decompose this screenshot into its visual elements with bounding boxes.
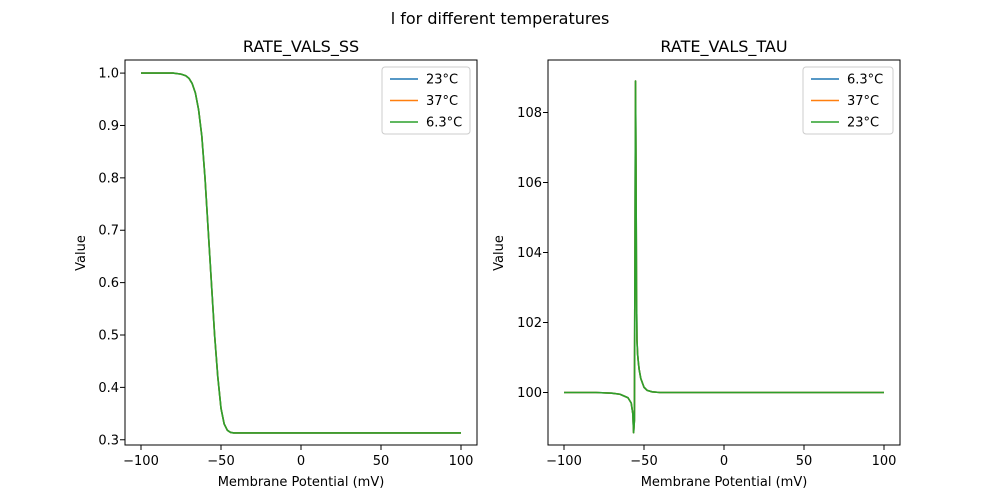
y-tick-label: 0.9 [98,119,119,134]
chart-rate-vals-tau: RATE_VALS_TAU Membrane Potential (mV) Va… [492,37,901,490]
x-tick-label: 50 [796,454,813,469]
legend-label: 6.3°C [847,73,883,88]
y-tick-label: 0.3 [98,433,119,448]
y-tick-label: 100 [517,386,542,401]
x-tick-label: −100 [546,454,582,469]
legend: 6.3°C 37°C 23°C [802,66,894,135]
y-tick-label: 108 [517,106,542,121]
legend-label: 37°C [847,94,879,109]
y-tick-label: 0.7 [98,224,119,239]
x-tick-label: 100 [872,454,897,469]
y-tick-label: 0.5 [98,329,119,344]
chart-rate-vals-ss: RATE_VALS_SS Membrane Potential (mV) Val… [74,37,478,490]
x-axis-label: Membrane Potential (mV) [641,475,808,490]
legend-label: 6.3°C [426,116,462,131]
y-tick-label: 104 [517,246,542,261]
y-axis-label: Value [492,235,507,271]
legend-box [381,66,471,135]
chart-title: RATE_VALS_SS [243,37,359,57]
y-tick-label: 0.8 [98,171,119,186]
series-line-2 [141,72,461,434]
series-line-2 [564,80,884,434]
legend: 23°C 37°C 6.3°C [381,66,471,135]
y-axis-label: Value [74,235,89,271]
chart-title: RATE_VALS_TAU [660,37,787,57]
x-tick-label: −100 [123,454,159,469]
x-tick-label: −50 [630,454,657,469]
y-tick-label: 0.4 [98,381,119,396]
x-tick-label: −50 [207,454,234,469]
legend-label: 23°C [426,73,458,88]
x-axis-label: Membrane Potential (mV) [218,475,385,490]
y-tick-label: 0.6 [98,276,119,291]
x-tick-label: 0 [297,454,305,469]
legend-label: 37°C [426,94,458,109]
y-tick-label: 102 [517,316,542,331]
figure-title: l for different temperatures [391,9,610,28]
y-tick-label: 106 [517,176,542,191]
x-tick-label: 0 [720,454,728,469]
x-tick-label: 50 [373,454,390,469]
x-tick-label: 100 [449,454,474,469]
y-tick-label: 1.0 [98,67,119,82]
legend-box [802,66,894,135]
legend-label: 23°C [847,116,879,131]
